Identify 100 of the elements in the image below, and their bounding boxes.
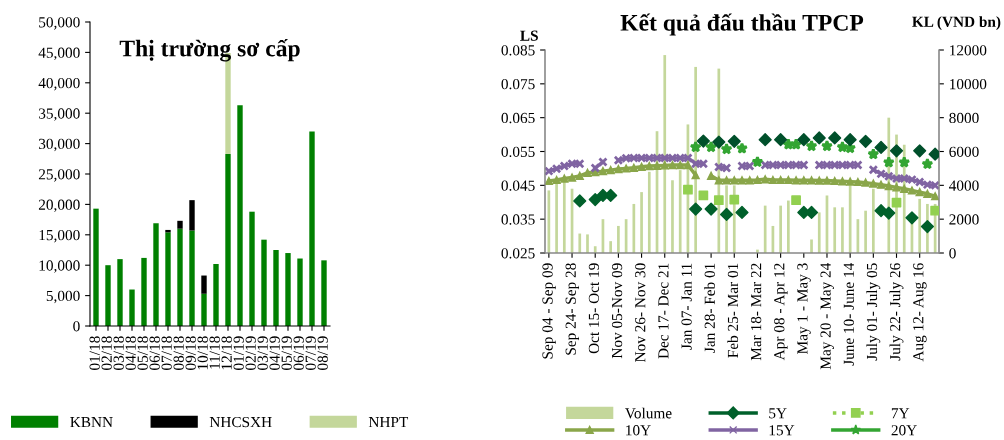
y2-tick-label: 4000: [949, 180, 979, 191]
point: [791, 195, 801, 206]
point: [621, 164, 631, 173]
x-tick-label: Nov 26- Nov 30: [635, 263, 646, 363]
point: [713, 195, 724, 206]
point: [722, 176, 731, 185]
x-tick-label: 03/19: [257, 336, 268, 370]
point: [737, 176, 747, 185]
x-tick-label: Sep 04 - Sep 09: [542, 263, 556, 359]
bar: [609, 241, 613, 253]
bar: [817, 212, 821, 253]
bar: [285, 253, 291, 326]
point: [735, 205, 749, 219]
point: [828, 131, 842, 145]
bar: [249, 211, 255, 326]
x-tick-label: Mar 18- Mar 22: [750, 263, 762, 361]
point: [930, 191, 939, 201]
bar: [593, 246, 597, 253]
point: [807, 176, 816, 185]
point: [588, 192, 602, 207]
point: [874, 140, 888, 155]
x-tick-label: Jan 07- Jan 11: [681, 263, 692, 350]
x-tick-label: Aug 12- Aug 16: [913, 263, 927, 362]
legend-label: 15Y: [769, 425, 795, 436]
bar: [117, 259, 123, 326]
point: [913, 144, 927, 158]
point: [797, 133, 811, 147]
point: [830, 176, 839, 186]
point: [876, 180, 886, 189]
bar: [810, 239, 813, 253]
x-tick-label: 08/18: [173, 336, 184, 370]
x-tick-label: 04/19: [269, 336, 280, 370]
bar: [562, 181, 566, 253]
x-tick-label: July 22- July 26: [889, 263, 904, 361]
y2-tick-label: 0: [949, 248, 956, 259]
point: [629, 163, 639, 172]
y-tick-label: 50,000: [39, 17, 80, 30]
x-tick-label: 07/18: [161, 336, 172, 370]
y-tick-label: 0.025: [501, 248, 535, 259]
point: [696, 134, 710, 148]
point: [729, 194, 740, 205]
point: [761, 175, 770, 184]
bar: [165, 232, 171, 326]
x-tick-label: Dec 17- Dec 21: [658, 263, 669, 359]
bar: [105, 265, 111, 326]
point: [845, 177, 855, 186]
point: [915, 187, 924, 197]
point: [712, 135, 726, 149]
bar: [237, 105, 243, 326]
point: [727, 134, 741, 148]
bar: [918, 198, 922, 253]
y-tick-label: 35,000: [38, 108, 80, 121]
point: [758, 133, 772, 147]
point: [683, 160, 693, 170]
point: [751, 155, 764, 168]
point: [838, 177, 847, 186]
point: [560, 174, 569, 183]
point: [614, 164, 623, 174]
bar: [578, 233, 582, 253]
y-tick-label: 0.065: [501, 112, 535, 124]
bar: [678, 170, 682, 253]
bar: [201, 275, 207, 294]
point: [882, 206, 896, 220]
x-tick-label: 08/19: [317, 336, 328, 370]
x-tick-label: Sep 24- Sep 28: [565, 263, 579, 355]
point: [637, 162, 646, 171]
x-tick-label: 11/18: [209, 336, 220, 369]
y-tick-label: 25,000: [38, 169, 80, 182]
bar: [787, 200, 790, 253]
y-tick-label: 0.045: [501, 180, 535, 191]
x-tick-label: Oct 15- Oct 19: [588, 263, 600, 354]
y-tick-label: 0: [73, 321, 80, 332]
y-tick-label: 15,000: [39, 229, 80, 243]
bar: [663, 55, 667, 253]
y-tick-label: 10,000: [39, 260, 80, 273]
x-tick-label: May 20 - May 24: [820, 262, 834, 370]
x-tick-label: 12/18: [221, 336, 232, 370]
bar: [617, 225, 620, 253]
bar: [871, 188, 875, 253]
chart-title: Kết quả đấu thầu TPCP: [620, 13, 864, 36]
bar: [833, 207, 837, 253]
bar: [141, 257, 147, 326]
y-tick-label: 45,000: [38, 47, 80, 61]
x-tick-label: 01/18: [89, 336, 100, 370]
point: [920, 220, 934, 234]
y-tick-label: 0.055: [501, 146, 535, 158]
point: [869, 179, 878, 188]
point: [706, 171, 716, 181]
point: [575, 171, 584, 181]
point: [820, 139, 833, 152]
bar: [779, 205, 782, 253]
bar: [640, 192, 643, 253]
point: [598, 157, 608, 167]
y-tick-label: 30,000: [38, 138, 80, 152]
bar: [864, 210, 867, 253]
point: [812, 131, 826, 145]
y2-tick-label: 12000: [950, 45, 987, 56]
bar: [586, 234, 589, 253]
point: [730, 176, 739, 185]
x-tick-label: July 01- July 05: [866, 263, 881, 361]
